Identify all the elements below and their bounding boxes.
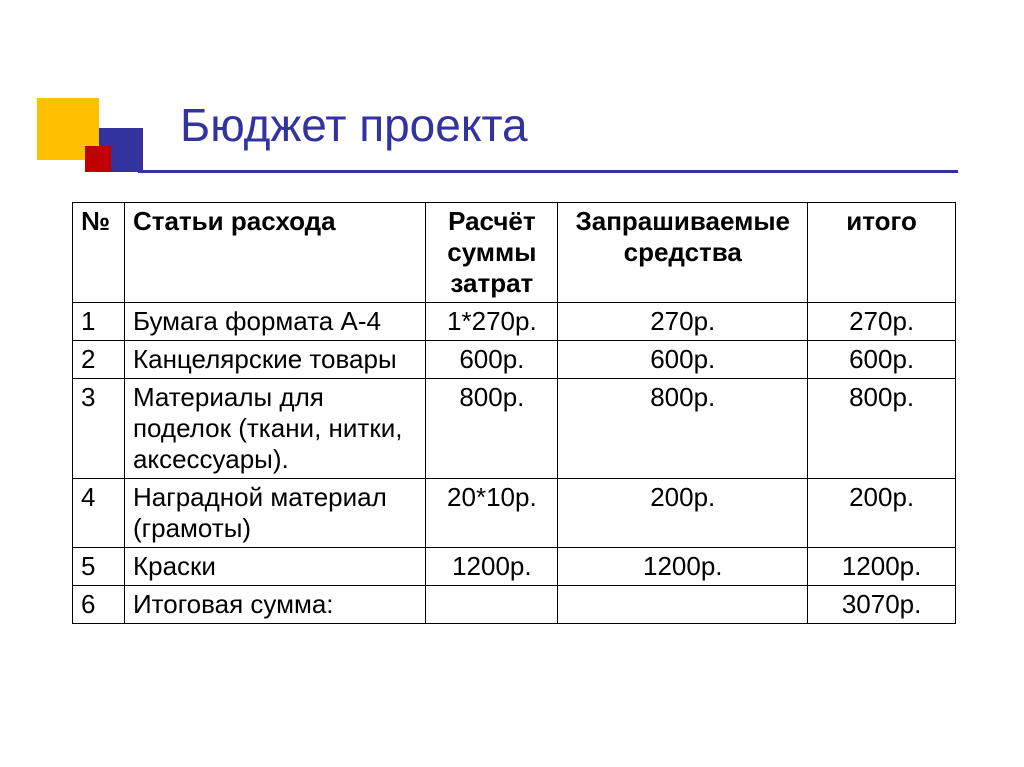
cell-item: Наградной материал (грамоты) — [124, 479, 425, 548]
cell-num: 2 — [73, 341, 125, 379]
header-num: № — [73, 203, 125, 303]
page-title: Бюджет проекта — [180, 98, 528, 152]
header-req: Запрашиваемые средства — [558, 203, 808, 303]
header-total: итого — [808, 203, 956, 303]
cell-num: 3 — [73, 379, 125, 479]
cell-num: 6 — [73, 586, 125, 624]
cell-item: Материалы для поделок (ткани, нитки, акс… — [124, 379, 425, 479]
cell-req: 1200р. — [558, 548, 808, 586]
table-header-row: № Статьи расхода Расчёт суммы затрат Зап… — [73, 203, 956, 303]
cell-calc: 1200р. — [426, 548, 558, 586]
cell-calc: 800р. — [426, 379, 558, 479]
cell-req: 270р. — [558, 303, 808, 341]
red-square-icon — [85, 146, 111, 172]
cell-req: 800р. — [558, 379, 808, 479]
table-row: 3 Материалы для поделок (ткани, нитки, а… — [73, 379, 956, 479]
cell-item: Краски — [124, 548, 425, 586]
cell-req — [558, 586, 808, 624]
cell-total: 1200р. — [808, 548, 956, 586]
cell-calc: 600р. — [426, 341, 558, 379]
header-calc: Расчёт суммы затрат — [426, 203, 558, 303]
cell-total: 270р. — [808, 303, 956, 341]
cell-total: 200р. — [808, 479, 956, 548]
cell-num: 1 — [73, 303, 125, 341]
cell-total: 3070р. — [808, 586, 956, 624]
title-underline — [138, 170, 958, 173]
table-row: 6 Итоговая сумма: 3070р. — [73, 586, 956, 624]
header-item: Статьи расхода — [124, 203, 425, 303]
cell-num: 4 — [73, 479, 125, 548]
cell-req: 600р. — [558, 341, 808, 379]
budget-table: № Статьи расхода Расчёт суммы затрат Зап… — [72, 202, 956, 624]
table-row: 4 Наградной материал (грамоты) 20*10р. 2… — [73, 479, 956, 548]
cell-calc: 1*270р. — [426, 303, 558, 341]
table-row: 5 Краски 1200р. 1200р. 1200р. — [73, 548, 956, 586]
cell-calc: 20*10р. — [426, 479, 558, 548]
cell-calc — [426, 586, 558, 624]
cell-req: 200р. — [558, 479, 808, 548]
cell-total: 800р. — [808, 379, 956, 479]
table-row: 2 Канцелярские товары 600р. 600р. 600р. — [73, 341, 956, 379]
cell-item: Канцелярские товары — [124, 341, 425, 379]
cell-item: Итоговая сумма: — [124, 586, 425, 624]
cell-num: 5 — [73, 548, 125, 586]
budget-table-container: № Статьи расхода Расчёт суммы затрат Зап… — [72, 202, 956, 624]
cell-total: 600р. — [808, 341, 956, 379]
table-row: 1 Бумага формата А-4 1*270р. 270р. 270р. — [73, 303, 956, 341]
cell-item: Бумага формата А-4 — [124, 303, 425, 341]
